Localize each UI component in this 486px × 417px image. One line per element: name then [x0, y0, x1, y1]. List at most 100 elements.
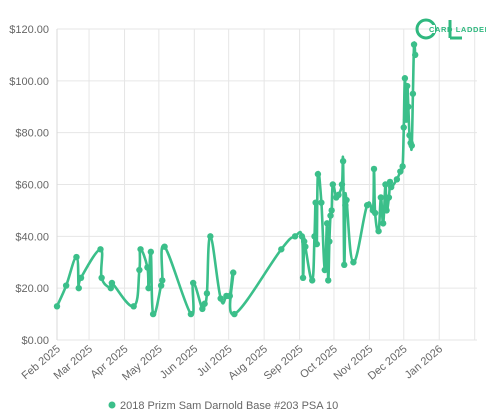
data-point[interactable]: [231, 310, 238, 318]
data-point[interactable]: [199, 305, 206, 313]
data-point[interactable]: [339, 157, 347, 165]
data-point[interactable]: [383, 207, 390, 214]
card-ladder-logo: CARD LADDER: [415, 18, 486, 40]
data-point[interactable]: [302, 243, 309, 250]
data-point[interactable]: [73, 253, 80, 261]
x-tick-label: Jun 2025: [158, 343, 200, 381]
data-point[interactable]: [329, 181, 337, 188]
data-point[interactable]: [363, 202, 371, 209]
x-tick-label: Jan 2026: [403, 343, 445, 381]
data-point[interactable]: [75, 284, 82, 292]
data-point[interactable]: [278, 246, 285, 253]
data-point[interactable]: [107, 284, 114, 292]
data-point[interactable]: [311, 233, 318, 240]
data-point[interactable]: [300, 238, 308, 245]
data-point[interactable]: [97, 246, 104, 253]
data-point[interactable]: [217, 295, 224, 302]
y-tick-label: $20.00: [15, 283, 49, 295]
data-point[interactable]: [379, 220, 387, 227]
data-point[interactable]: [147, 248, 155, 256]
data-point[interactable]: [226, 292, 234, 300]
data-point[interactable]: [291, 233, 299, 240]
data-point[interactable]: [338, 181, 346, 188]
data-point[interactable]: [144, 264, 151, 271]
data-point[interactable]: [145, 284, 152, 292]
data-point[interactable]: [149, 310, 157, 318]
data-point[interactable]: [328, 207, 335, 214]
data-point[interactable]: [189, 279, 197, 287]
data-point[interactable]: [201, 300, 208, 307]
series-line: [55, 41, 417, 317]
data-point[interactable]: [77, 274, 85, 281]
y-tick-label: $60.00: [15, 180, 49, 192]
data-point[interactable]: [386, 178, 394, 186]
data-point[interactable]: [207, 233, 214, 240]
data-point[interactable]: [230, 269, 237, 276]
data-point[interactable]: [53, 303, 61, 310]
x-tick-label: Sep 2025: [262, 343, 306, 382]
gridlines: [56, 28, 477, 341]
data-point[interactable]: [403, 82, 411, 90]
y-tick-label: $80.00: [15, 128, 49, 140]
data-point[interactable]: [405, 103, 412, 110]
data-point[interactable]: [318, 199, 325, 206]
data-point[interactable]: [370, 165, 378, 173]
data-point[interactable]: [410, 41, 418, 48]
data-point[interactable]: [136, 266, 143, 274]
y-tick-label: $40.00: [15, 231, 49, 243]
data-point[interactable]: [313, 240, 320, 248]
data-point[interactable]: [159, 277, 166, 284]
data-point[interactable]: [371, 209, 379, 217]
data-point[interactable]: [327, 212, 334, 219]
legend-swatch: [108, 401, 116, 409]
data-point[interactable]: [321, 266, 328, 274]
data-point[interactable]: [400, 124, 407, 131]
data-point[interactable]: [377, 194, 385, 201]
data-point[interactable]: [298, 233, 306, 240]
data-point[interactable]: [203, 290, 211, 297]
data-point[interactable]: [299, 274, 307, 281]
data-point[interactable]: [130, 303, 137, 310]
data-point[interactable]: [341, 261, 348, 269]
data-point[interactable]: [325, 277, 332, 284]
data-point[interactable]: [408, 142, 415, 149]
data-point[interactable]: [375, 227, 382, 235]
data-point[interactable]: [62, 282, 70, 289]
data-point[interactable]: [385, 194, 393, 201]
data-point[interactable]: [412, 51, 419, 59]
data-point[interactable]: [98, 274, 105, 281]
data-point[interactable]: [409, 90, 417, 97]
data-point[interactable]: [399, 163, 406, 170]
series-layer: [53, 41, 419, 318]
logo-text: CARD LADDER: [429, 25, 486, 34]
data-point[interactable]: [387, 183, 395, 191]
data-point[interactable]: [401, 75, 409, 82]
y-tick-label: $0.00: [21, 335, 49, 347]
data-point[interactable]: [187, 310, 195, 318]
data-point[interactable]: [393, 176, 401, 183]
y-tick-label: $100.00: [9, 76, 49, 88]
y-tick-label: $120.00: [9, 24, 49, 36]
data-point[interactable]: [350, 259, 357, 266]
legend-label: 2018 Prizm Sam Darnold Base #203 PSA 10: [120, 400, 338, 412]
data-point[interactable]: [326, 238, 333, 245]
data-point[interactable]: [402, 116, 410, 123]
data-point[interactable]: [343, 196, 350, 204]
y-axis-ticks: $0.00 $20.00 $40.00 $60.00 $80.00 $100.00 $120…: [9, 24, 49, 347]
legend[interactable]: 2018 Prizm Sam Darnold Base #203 PSA 10: [108, 400, 339, 412]
data-point[interactable]: [137, 246, 144, 253]
data-point[interactable]: [397, 168, 404, 175]
logo-c-gap: [430, 25, 435, 33]
data-point[interactable]: [323, 220, 331, 227]
data-point[interactable]: [312, 199, 319, 206]
data-point[interactable]: [314, 170, 322, 178]
data-point[interactable]: [406, 132, 413, 139]
data-point[interactable]: [335, 191, 342, 199]
data-point[interactable]: [157, 282, 165, 289]
data-point[interactable]: [108, 279, 116, 287]
data-point[interactable]: [342, 202, 349, 209]
data-point[interactable]: [309, 277, 316, 284]
data-point[interactable]: [161, 243, 168, 250]
